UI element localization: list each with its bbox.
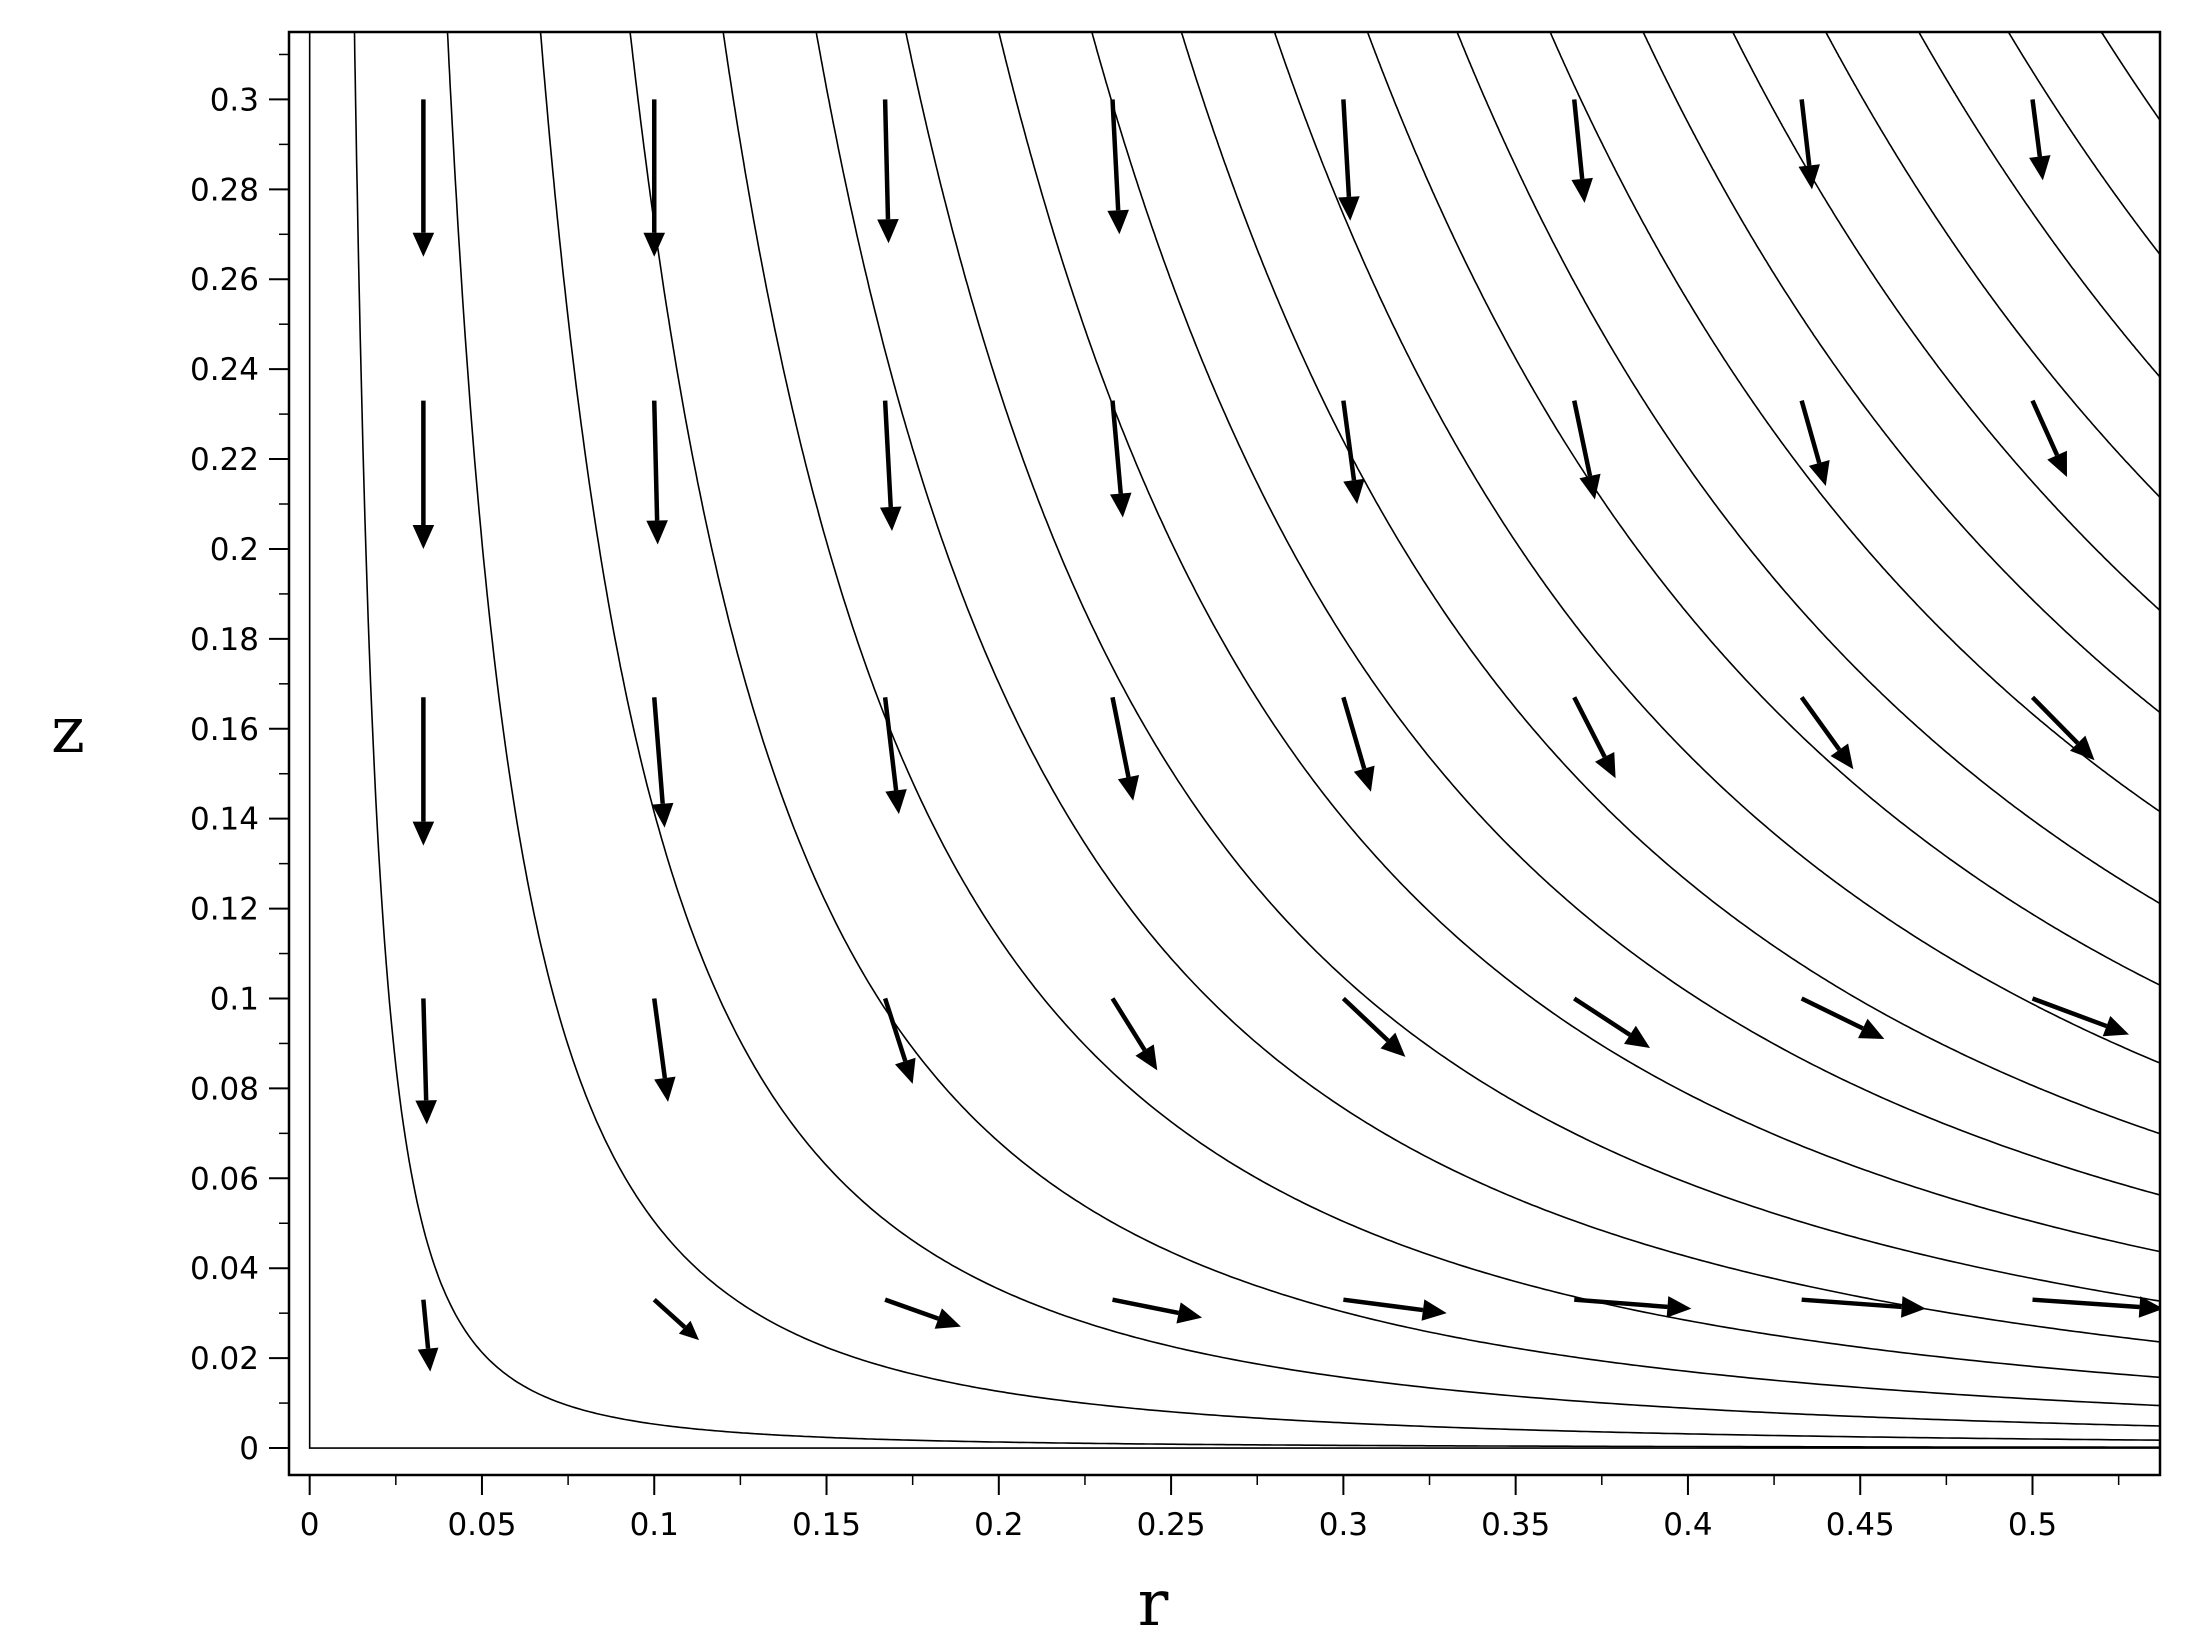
- y-tick-label: 0.18: [190, 622, 259, 658]
- velocity-arrow: [1799, 695, 1854, 770]
- velocity-arrow: [1341, 400, 1365, 505]
- velocity-arrows: [412, 99, 2160, 1372]
- y-tick-label: 0.3: [210, 82, 259, 118]
- velocity-arrow: [1341, 996, 1406, 1057]
- velocity-arrow: [1338, 99, 1360, 221]
- y-tick-label: 0.04: [190, 1251, 259, 1287]
- y-tick-label: 0.06: [190, 1161, 259, 1197]
- velocity-arrow: [1343, 1297, 1447, 1321]
- streamline: [2007, 32, 2160, 256]
- streamline: [1549, 32, 2160, 813]
- y-tick-label: 0.08: [190, 1071, 259, 1107]
- velocity-arrow: [877, 99, 899, 244]
- streamline: [629, 32, 2160, 1407]
- velocity-arrow: [1110, 997, 1158, 1071]
- x-tick-label: 0.5: [2008, 1507, 2057, 1543]
- x-tick-label: 0.1: [630, 1507, 679, 1543]
- streamline: [905, 32, 2160, 1302]
- x-tick-label: 0.2: [974, 1507, 1023, 1543]
- streamline: [815, 32, 2160, 1343]
- y-tick-label: 0.1: [210, 981, 259, 1017]
- streamline: [1642, 32, 2160, 714]
- velocity-arrow: [1800, 996, 1885, 1039]
- velocity-arrow: [415, 998, 437, 1125]
- y-tick-label: 0.22: [190, 442, 259, 478]
- streamline: [1732, 32, 2160, 612]
- velocity-arrow: [879, 400, 902, 531]
- velocity-arrow: [1571, 99, 1593, 203]
- streamline: [1180, 32, 2160, 1135]
- y-axis-title: z: [51, 694, 85, 768]
- streamline: [1273, 32, 2160, 1064]
- y-tick-label: 0.28: [190, 172, 259, 208]
- velocity-arrow: [1112, 1297, 1203, 1324]
- velocity-arrow: [652, 998, 676, 1102]
- velocity-arrow: [1573, 996, 1651, 1048]
- velocity-arrow: [882, 997, 916, 1084]
- velocity-arrow: [884, 1297, 961, 1329]
- streamline: [539, 32, 2160, 1427]
- y-tick-label: 0: [239, 1431, 259, 1467]
- x-axis-title: r: [1138, 1567, 1169, 1641]
- velocity-arrow: [417, 1299, 439, 1372]
- velocity-arrow: [643, 99, 666, 257]
- y-tick-label: 0.24: [190, 352, 259, 388]
- x-axis: 0 0.05 0.1 0.15 0.2 0.25 0.3 0.35 0.4 0.45 0.5: [300, 1475, 2120, 1543]
- velocity-arrow: [2030, 695, 2095, 761]
- streamline: [1825, 32, 2160, 498]
- x-tick-label: 0.3: [1319, 1507, 1368, 1543]
- velocity-arrow: [1572, 696, 1616, 779]
- velocity-arrow: [1109, 400, 1132, 518]
- velocity-arrow: [2029, 99, 2051, 181]
- x-tick-label: 0.35: [1481, 1507, 1550, 1543]
- streamline: [1091, 32, 2160, 1196]
- velocity-arrow: [882, 697, 907, 815]
- x-tick-label: 0: [300, 1507, 320, 1543]
- y-axis: 0 0.02 0.04 0.06 0.08 0.1 0.12 0.14 0.16 0.18 0.2 0…: [190, 53, 289, 1467]
- y-tick-label: 0.02: [190, 1341, 259, 1377]
- x-tick-label: 0.15: [792, 1507, 861, 1543]
- y-tick-label: 0.12: [190, 892, 259, 928]
- y-tick-label: 0.16: [190, 712, 259, 748]
- plot-frame: [287, 30, 2162, 1477]
- x-tick-label: 0.05: [447, 1507, 516, 1543]
- velocity-arrow: [1110, 696, 1140, 801]
- y-tick-label: 0.26: [190, 262, 259, 298]
- velocity-arrow: [1572, 400, 1601, 500]
- streamline: [1366, 32, 2160, 986]
- streamline: [2100, 32, 2160, 121]
- x-tick-label: 0.4: [1663, 1507, 1712, 1543]
- velocity-arrow: [2031, 996, 2129, 1037]
- streamline: [446, 32, 2160, 1441]
- streamline: [308, 32, 2160, 1449]
- velocity-arrow: [1341, 696, 1375, 792]
- velocity-arrow: [1574, 1296, 1692, 1318]
- y-tick-label: 0.14: [190, 802, 259, 838]
- streamline: [998, 32, 2160, 1253]
- velocity-arrow: [646, 400, 668, 545]
- velocity-arrow: [2030, 399, 2067, 478]
- streamline: [722, 32, 2160, 1379]
- velocity-arrow: [1798, 99, 1820, 190]
- velocity-arrow: [1801, 1296, 1926, 1318]
- velocity-arrow: [1799, 400, 1830, 487]
- velocity-arrow: [651, 697, 674, 828]
- velocity-arrow: [412, 400, 435, 549]
- velocity-arrow: [1107, 99, 1129, 235]
- x-tick-label: 0.45: [1826, 1507, 1895, 1543]
- streamline: [353, 32, 2160, 1448]
- streamlines: [308, 32, 2160, 1449]
- velocity-arrow: [412, 697, 435, 846]
- streamline: [1456, 32, 2160, 905]
- streamline: [1918, 32, 2160, 378]
- velocity-arrow: [412, 99, 435, 257]
- velocity-arrow: [652, 1298, 700, 1341]
- y-tick-label: 0.2: [210, 532, 259, 568]
- x-tick-label: 0.25: [1137, 1507, 1206, 1543]
- velocity-arrow: [2032, 1296, 2160, 1318]
